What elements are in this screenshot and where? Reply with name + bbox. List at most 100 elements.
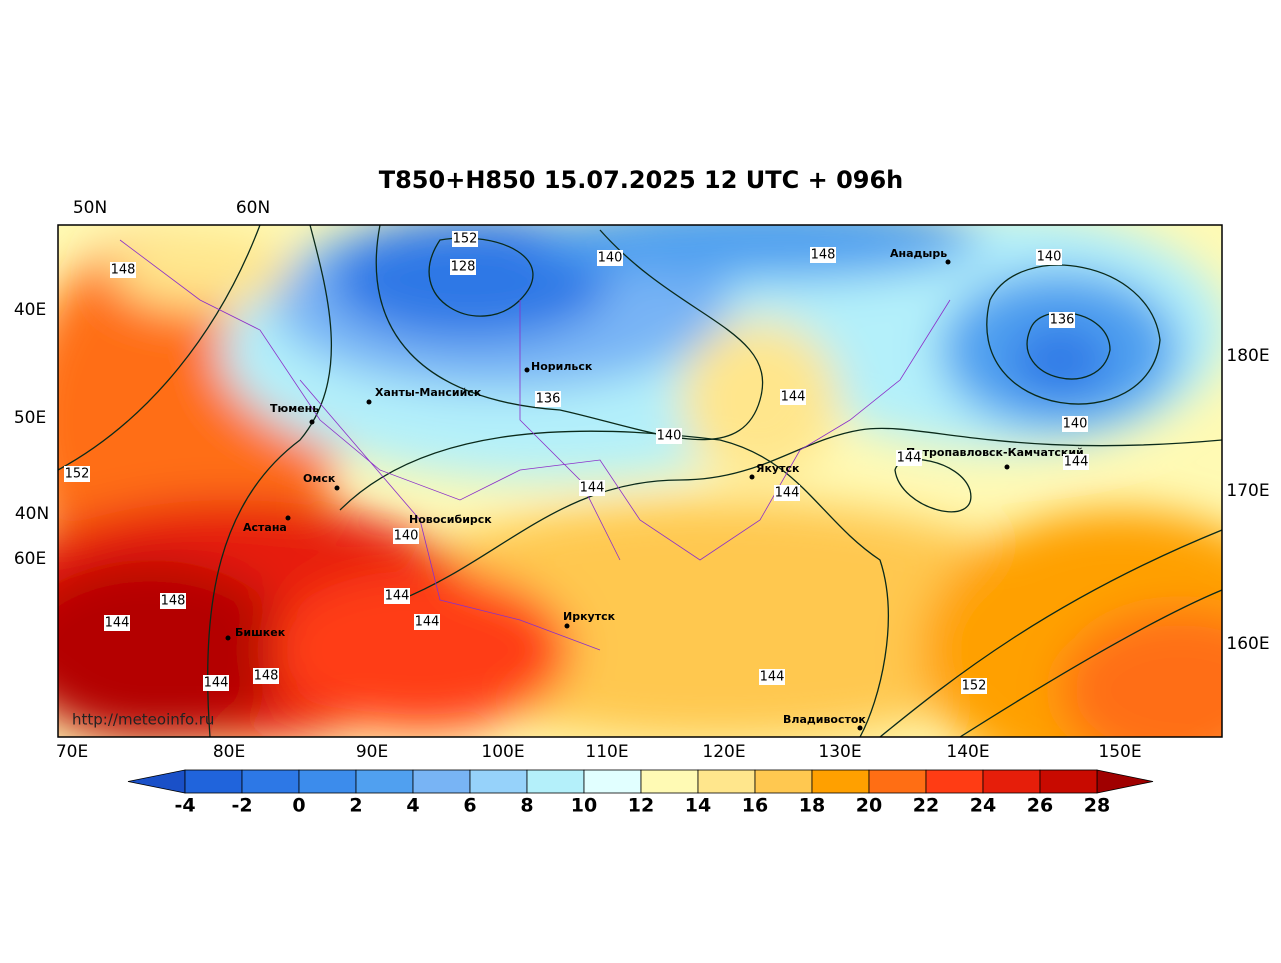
lon-labels-bottom: 130E <box>818 742 861 762</box>
contour-label: 140 <box>598 251 623 266</box>
colorbar-segment <box>526 769 585 794</box>
colorbar-tick-label: 16 <box>742 795 768 817</box>
city-label: Иркутск <box>563 610 616 623</box>
colorbar-tick-label: 12 <box>628 795 654 817</box>
colorbar-tick-label: 18 <box>799 795 825 817</box>
city-dot <box>225 635 231 641</box>
colorbar-segment <box>184 769 243 794</box>
colorbar-segment <box>1039 769 1098 794</box>
contour-label: 148 <box>161 594 186 609</box>
city-label: Тюмень <box>270 402 319 415</box>
colorbar-tick-label: 0 <box>292 795 305 817</box>
colorbar-tick-label: 6 <box>463 795 476 817</box>
lon-labels-bottom: 140E <box>946 742 989 762</box>
contour-label: 144 <box>760 670 785 685</box>
colorbar-segment <box>925 769 984 794</box>
city-dot <box>945 259 951 265</box>
lon-labels-bottom: 100E <box>481 742 524 762</box>
colorbar-under <box>127 769 186 794</box>
colorbar-tick-label: 24 <box>970 795 996 817</box>
contour-label-bg <box>1062 416 1088 432</box>
colorbar-tick-label: 20 <box>856 795 882 817</box>
contour-label-bg <box>961 678 987 694</box>
city-label: Якутск <box>756 462 800 475</box>
contour-label-bg <box>780 389 806 405</box>
contour-label-bg <box>1063 454 1089 470</box>
lon-labels-bottom: 110E <box>585 742 628 762</box>
colorbar-tick-label: 14 <box>685 795 711 817</box>
contour-label-bg <box>203 675 229 691</box>
contour-label-bg <box>1049 312 1075 328</box>
city-label: Норильск <box>531 360 593 373</box>
city-label: Новосибирск <box>409 513 492 526</box>
colorbar-tick-label: 2 <box>349 795 362 817</box>
lat-labels-left: 40E <box>14 300 46 320</box>
lat-labels-left: 50E <box>14 408 46 428</box>
contour-label-bg <box>535 391 561 407</box>
colorbar-segment <box>811 769 870 794</box>
city-label: Анадырь <box>890 247 947 260</box>
contour-label: 144 <box>105 616 130 631</box>
contour-label-bg <box>759 669 785 685</box>
contour-label: 144 <box>897 451 922 466</box>
colorbar-tick-label: 10 <box>571 795 597 817</box>
map-field <box>58 225 1222 737</box>
contour-label: 144 <box>204 676 229 691</box>
city-label: Бишкек <box>235 626 286 639</box>
city-dot <box>524 367 530 373</box>
lat-labels-top: 50N <box>73 198 107 218</box>
colorbar-tick-label: 8 <box>520 795 533 817</box>
contour-label-bg <box>774 485 800 501</box>
contour-label: 140 <box>657 429 682 444</box>
contour-label: 144 <box>385 589 410 604</box>
lon-labels-bottom: 150E <box>1098 742 1141 762</box>
contour-label-bg <box>384 588 410 604</box>
contour-label: 148 <box>811 248 836 263</box>
colorbar-segment <box>697 769 756 794</box>
colorbar-segment <box>640 769 699 794</box>
colorbar-segment <box>241 769 300 794</box>
contour-label-bg <box>452 231 478 247</box>
city-label: Петропавловск-Камчатский <box>906 446 1084 459</box>
city-dot <box>857 725 863 731</box>
contour-label: 128 <box>451 260 476 275</box>
lat-labels-right: 180E <box>1226 346 1269 366</box>
contour-label: 136 <box>536 392 561 407</box>
contour-label: 144 <box>580 481 605 496</box>
city-dot <box>366 399 372 405</box>
contour-label-bg <box>896 450 922 466</box>
city-label: Владивосток <box>783 713 866 726</box>
city-dot <box>1004 464 1010 470</box>
colorbar-segment <box>583 769 642 794</box>
lon-labels-bottom: 120E <box>702 742 745 762</box>
colorbar-segment <box>754 769 813 794</box>
contour-label: 148 <box>111 263 136 278</box>
city-dot <box>564 623 570 629</box>
colorbar-segment <box>982 769 1041 794</box>
contour-label-bg <box>64 466 90 482</box>
lat-labels-top: 60N <box>236 198 270 218</box>
contour-label: 140 <box>394 529 419 544</box>
contour-label-bg <box>110 262 136 278</box>
lat-labels-left: 40N <box>15 504 49 524</box>
colorbar-segment <box>412 769 471 794</box>
colorbar-tick-label: 26 <box>1027 795 1053 817</box>
contour-label: 152 <box>962 679 987 694</box>
contour-label-bg <box>579 480 605 496</box>
contour-label-bg <box>1036 249 1062 265</box>
colorbar-segment <box>355 769 414 794</box>
contour-label: 136 <box>1050 313 1075 328</box>
watermark: http://meteoinfo.ru <box>72 711 214 729</box>
title: T850+H850 15.07.2025 12 UTC + 096h <box>379 166 904 194</box>
city-dot <box>749 474 755 480</box>
lat-labels-right: 170E <box>1226 481 1269 501</box>
city-dot <box>309 419 315 425</box>
contour-label-bg <box>597 250 623 266</box>
lat-labels-right: 160E <box>1226 634 1269 654</box>
contour-label: 140 <box>1063 417 1088 432</box>
city-label: Астана <box>243 521 287 534</box>
contour-label-bg <box>810 247 836 263</box>
city-label: Омск <box>303 472 336 485</box>
contour-label-bg <box>450 259 476 275</box>
